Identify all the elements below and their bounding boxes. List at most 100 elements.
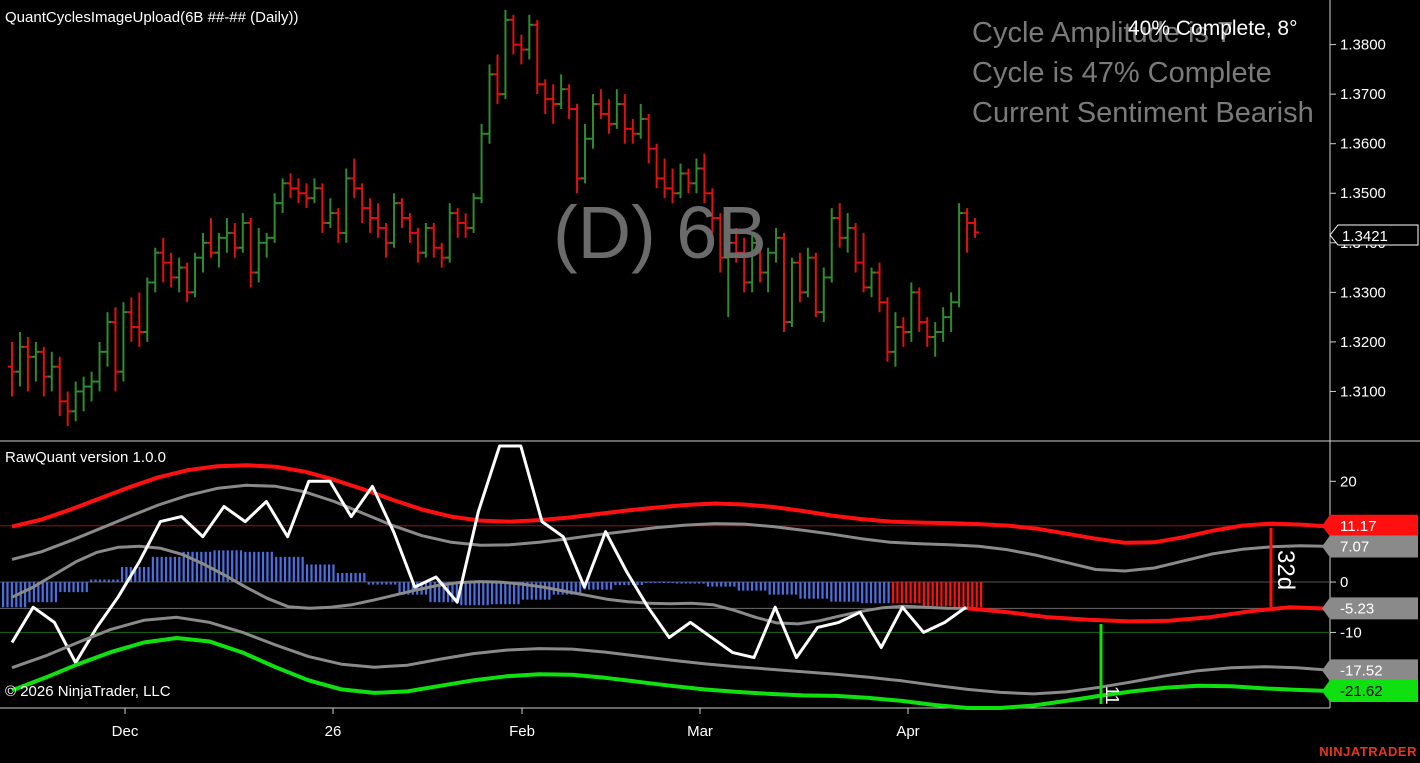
histogram-bar	[940, 582, 943, 607]
histogram-bar	[310, 564, 313, 583]
white-oscillator-line	[10, 444, 967, 665]
ohlc-bar	[350, 158, 359, 199]
lower-green-band-line	[11, 636, 1331, 710]
histogram-bar	[491, 582, 494, 605]
histogram-bar	[350, 572, 353, 583]
ohlc-bar	[63, 391, 72, 427]
ohlc-bar	[716, 213, 725, 273]
histogram-bar	[283, 556, 287, 583]
histogram-bar	[59, 582, 62, 593]
ohlc-bar	[302, 183, 311, 209]
ohlc-bar	[469, 193, 478, 233]
ohlc-bar	[684, 168, 693, 194]
ohlc-bar	[413, 227, 422, 263]
price-tick-label: 1.3700	[1340, 86, 1386, 103]
histogram-bar	[28, 582, 31, 603]
ohlc-bar	[191, 252, 200, 298]
ohlc-bar	[206, 218, 215, 258]
ohlc-bar	[525, 14, 534, 60]
histogram-bar	[380, 582, 384, 585]
ohlc-bar	[907, 282, 916, 342]
indicator-lines	[10, 444, 1331, 710]
ohlc-bar	[764, 247, 773, 293]
histogram-bar	[627, 582, 630, 586]
histogram-bar	[742, 582, 745, 591]
ohlc-bar	[756, 237, 765, 283]
ohlc-bar	[772, 227, 781, 263]
last-price-tag: 1.3421	[1329, 224, 1419, 246]
histogram-bar	[468, 582, 472, 606]
histogram-bar	[288, 556, 291, 583]
histogram-bar	[852, 582, 855, 602]
ohlc-bar	[103, 312, 112, 367]
ohlc-bar	[676, 163, 685, 199]
histogram-bar	[477, 582, 480, 606]
ohlc-bar	[899, 317, 908, 347]
time-tick-label: Feb	[509, 723, 535, 740]
histogram-bar	[72, 582, 75, 593]
histogram-bar	[314, 564, 317, 583]
histogram-bar	[63, 582, 66, 593]
histogram-bar	[526, 582, 529, 600]
histogram-bar	[125, 566, 128, 583]
ohlc-bar	[262, 232, 271, 258]
price-tick-label: 1.3600	[1340, 136, 1386, 153]
ohlc-bar	[835, 203, 844, 248]
histogram-bar	[896, 582, 899, 604]
histogram-bar	[913, 582, 917, 604]
price-tick-label: 1.3300	[1340, 284, 1386, 301]
histogram-bar	[980, 582, 983, 608]
lower-gray-band-line	[11, 615, 1331, 696]
time-tick-label: 26	[325, 723, 342, 740]
histogram-bar	[376, 582, 379, 585]
histogram-bar	[786, 582, 789, 595]
histogram-bar	[402, 582, 406, 595]
ohlc-bar	[167, 252, 176, 288]
histogram-bar	[781, 582, 784, 595]
histogram-bar	[90, 579, 93, 583]
histogram-bar	[46, 582, 49, 603]
histogram-bar	[521, 582, 525, 600]
indicator-value-tag: 7.07	[1322, 535, 1418, 558]
histogram-bar	[570, 582, 573, 595]
histogram-bar	[817, 582, 820, 599]
histogram-bar	[728, 582, 732, 587]
histogram-bar	[279, 556, 282, 583]
histogram-bar	[204, 551, 207, 583]
histogram-bar	[909, 582, 912, 604]
histogram-bar	[187, 551, 190, 583]
histogram-bar	[557, 582, 560, 595]
ohlc-bar	[787, 257, 796, 328]
histogram-bar	[658, 582, 661, 584]
histogram-bar	[6, 582, 9, 608]
histogram-bar	[689, 582, 692, 584]
time-tick-label: Apr	[896, 723, 919, 740]
ohlc-bar	[581, 123, 590, 184]
histogram-bar	[574, 582, 577, 595]
price-tick-label: 1.3500	[1340, 185, 1386, 202]
ohlc-bar	[533, 19, 542, 95]
histogram-bar	[861, 582, 864, 604]
histogram-bar	[614, 582, 617, 586]
price-axis: 1.31001.32001.33001.34001.35001.36001.37…	[1330, 37, 1386, 400]
ohlc-bar	[294, 178, 303, 204]
histogram-bar	[764, 582, 767, 591]
ohlc-bar	[374, 203, 383, 238]
ohlc-bar	[931, 322, 940, 357]
histogram-bar	[112, 579, 115, 583]
histogram-bar	[737, 582, 740, 591]
watermark-symbol: (D) 6B	[553, 191, 767, 274]
histogram-bar	[636, 582, 639, 586]
histogram-bar	[720, 582, 723, 587]
histogram-bar	[834, 582, 837, 602]
time-axis: Dec 26 Feb Mar Apr	[112, 708, 920, 740]
histogram-bar	[244, 551, 247, 583]
histogram-bar	[10, 582, 13, 608]
ohlc-bar	[238, 213, 247, 253]
ohlc-bar	[509, 14, 518, 55]
histogram-bar	[922, 582, 925, 607]
histogram-bar	[363, 572, 366, 583]
histogram-bar	[372, 582, 375, 585]
ohlc-bar	[692, 158, 701, 194]
